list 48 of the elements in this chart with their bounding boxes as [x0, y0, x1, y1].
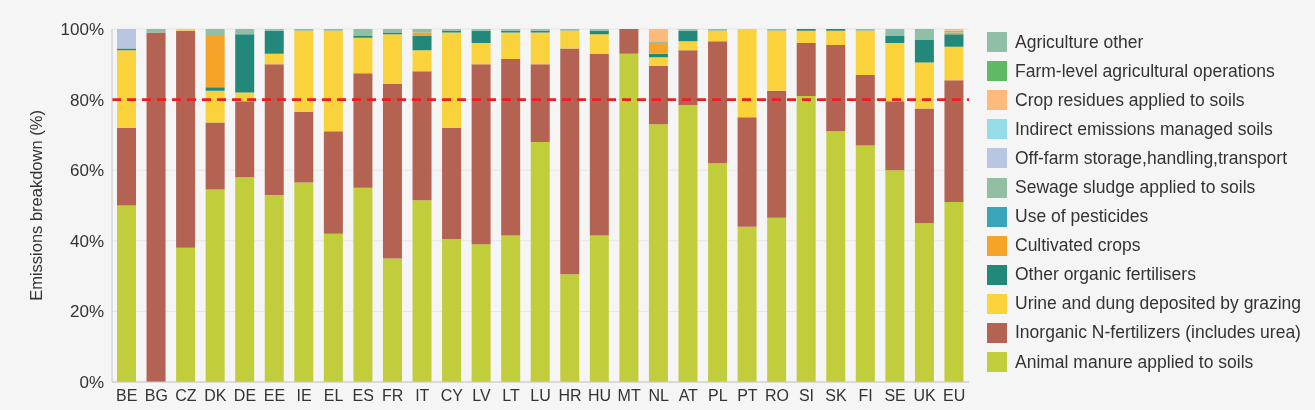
legend-label: Farm-level agricultural operations: [1015, 60, 1275, 82]
x-tick-label: NL: [648, 387, 670, 405]
x-tick-label: UK: [913, 387, 937, 405]
y-tick-label: 20%: [69, 302, 104, 322]
legend-label: Indirect emissions managed soils: [1015, 118, 1273, 140]
x-tick-label: ES: [352, 387, 374, 405]
x-tick-label: RO: [764, 387, 789, 405]
x-tick-label: IE: [296, 387, 312, 405]
x-tick-label: EE: [263, 387, 286, 405]
legend-label: Agriculture other: [1015, 31, 1144, 53]
x-tick-label: CZ: [175, 387, 197, 405]
x-tick-label: DK: [204, 387, 227, 405]
legend-label: Use of pesticides: [1015, 206, 1149, 228]
x-tick-label: LV: [472, 387, 491, 405]
y-tick-label: 100%: [60, 20, 104, 40]
x-tick-label: IT: [415, 387, 430, 405]
x-tick-label: EL: [323, 387, 344, 405]
x-tick-label: BG: [144, 387, 168, 405]
x-tick-label: BE: [116, 387, 138, 405]
y-tick-label: 0%: [79, 373, 104, 393]
legend-label: Off-farm storage,handling,transport: [1015, 147, 1288, 169]
y-tick-label: 60%: [69, 161, 104, 181]
legend-label: Cultivated crops: [1015, 235, 1141, 257]
x-tick-label: FI: [858, 387, 873, 405]
legend-label: Crop residues applied to soils: [1015, 89, 1245, 111]
x-tick-label: MT: [617, 387, 641, 405]
y-axis-title: Emissions breakdown (%): [26, 110, 45, 301]
x-tick-label: AT: [678, 387, 699, 405]
legend-label: Sewage sludge applied to soils: [1015, 177, 1256, 199]
x-tick-label: SI: [798, 387, 815, 405]
x-tick-label: HR: [558, 387, 582, 405]
x-tick-label: PT: [737, 387, 758, 405]
x-tick-label: LT: [502, 387, 520, 405]
x-tick-label: FR: [382, 387, 404, 405]
legend-label: Inorganic N-fertilizers (includes urea): [1015, 322, 1301, 344]
y-tick-label: 40%: [69, 231, 104, 251]
y-tick-label: 80%: [69, 90, 104, 110]
legend-label: Urine and dung deposited by grazing: [1015, 293, 1302, 315]
x-tick-label: HU: [588, 387, 612, 405]
legend-label: Animal manure applied to soils: [1015, 351, 1254, 373]
x-tick-label: SE: [884, 387, 906, 405]
x-tick-label: EU: [943, 387, 966, 405]
x-tick-label: SK: [825, 387, 848, 405]
x-tick-label: CY: [440, 387, 464, 405]
x-tick-label: DE: [233, 387, 257, 405]
legend-label: Other organic fertilisers: [1015, 264, 1196, 286]
x-tick-label: LU: [530, 387, 551, 405]
x-tick-label: PL: [708, 387, 728, 405]
